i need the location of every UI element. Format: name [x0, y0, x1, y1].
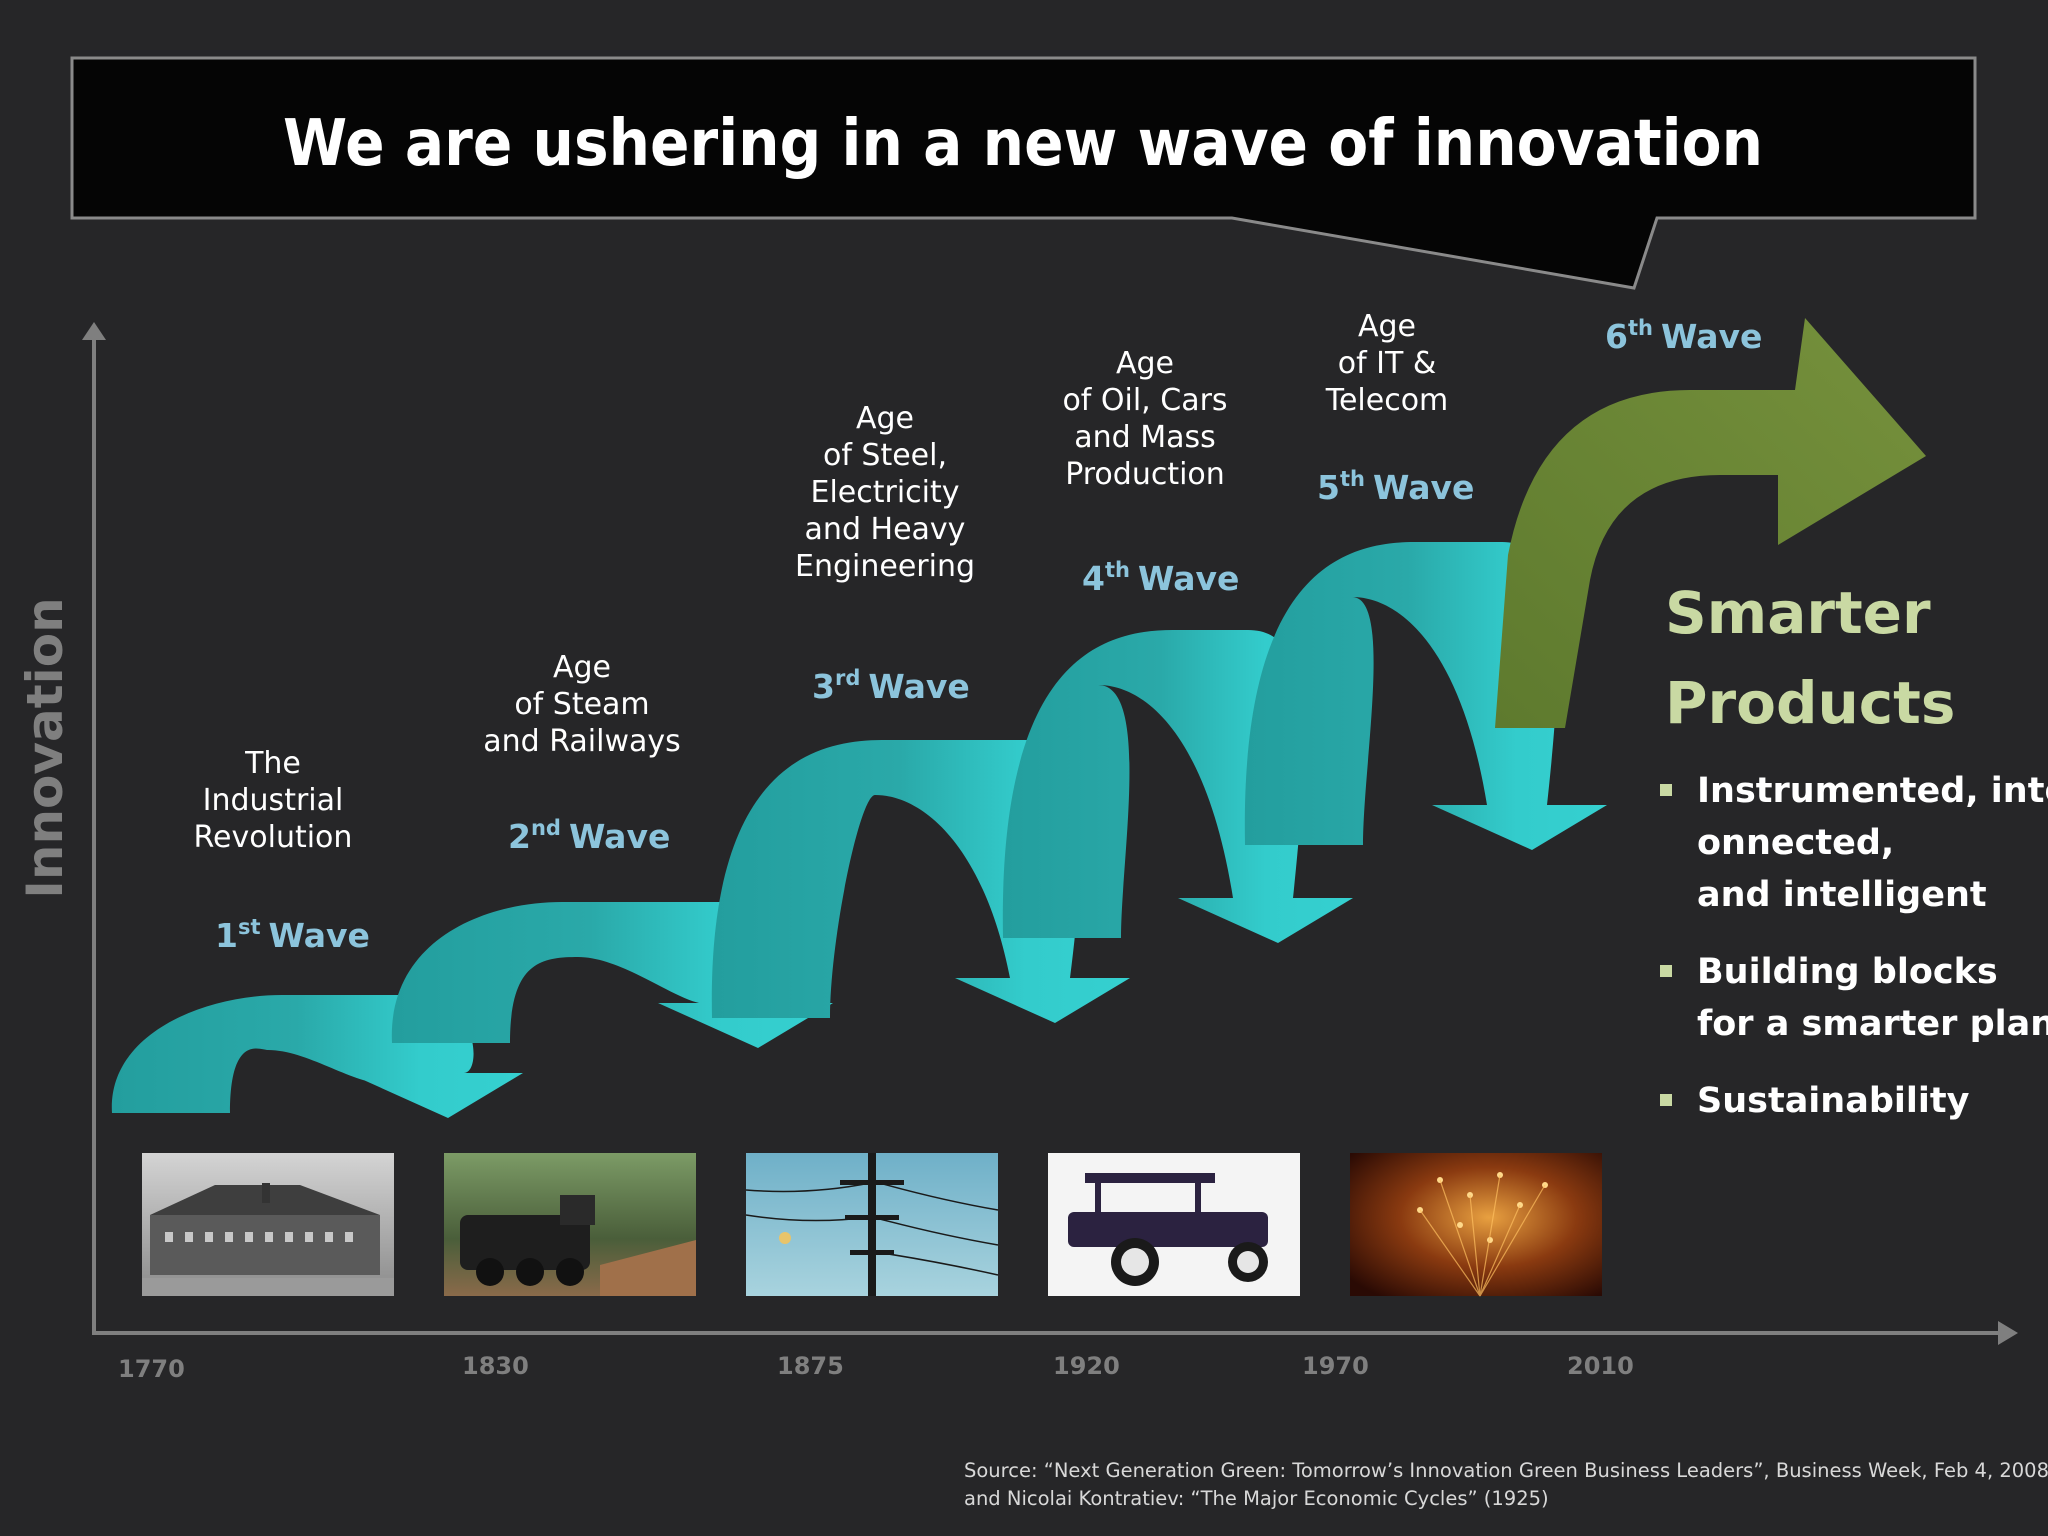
photo-power-lines	[745, 1153, 999, 1296]
wave-number: 3	[812, 667, 835, 706]
year-tick-label: 1875	[777, 1352, 844, 1380]
bullet-item-3: Sustainability	[1697, 1081, 1970, 1121]
era-label-5: Age of IT & Telecom	[1325, 309, 1449, 418]
era-label-line: of IT &	[1338, 346, 1437, 381]
photo-fiber-optics	[1350, 1153, 1602, 1297]
photo-model-t-car	[1048, 1153, 1300, 1296]
wave-label-3: 3rd Wave	[812, 666, 970, 706]
era-label-line: Age	[553, 650, 611, 685]
source-line-2: and Nicolai Kontratiev: “The Major Econo…	[964, 1487, 1549, 1510]
wave-word: Wave	[269, 916, 370, 955]
era-label-line: Age	[1116, 346, 1174, 381]
bullet-marker	[1660, 965, 1672, 977]
era-label-line: Age	[1358, 309, 1416, 344]
era-label-line: Electricity	[810, 475, 959, 510]
era-label-line: Production	[1065, 457, 1225, 492]
wave-word: Wave	[1138, 559, 1239, 598]
bullet-line: and intelligent	[1697, 875, 1987, 915]
wave-number: 1	[215, 916, 238, 955]
era-label-line: Telecom	[1325, 383, 1449, 418]
era-label-1: The Industrial Revolution	[194, 746, 353, 855]
era-label-line: of Oil, Cars	[1062, 383, 1227, 418]
era-label-3: Age of Steel, Electricity and Heavy Engineer…	[795, 401, 975, 584]
bullet-marker	[1660, 1094, 1672, 1106]
wave-number: 6	[1605, 317, 1628, 356]
wave-number: 2	[508, 817, 531, 856]
era-label-2: Age of Steam and Railways	[483, 650, 681, 759]
bullet-marker	[1660, 784, 1672, 796]
era-label-line: Industrial	[203, 783, 344, 818]
bullet-item-2: Building blocks for a smarter planet	[1697, 952, 2048, 1044]
year-tick-label: 2010	[1567, 1352, 1634, 1380]
wave-word: Wave	[868, 667, 969, 706]
smarter-products: Smarter Products Instrumented, interc onn…	[1660, 579, 2048, 1121]
bullet-line: for a smarter planet	[1697, 1004, 2048, 1044]
bullet-item-1: Instrumented, interc onnected, and intelli…	[1697, 771, 2048, 915]
era-label-line: Age	[856, 401, 914, 436]
era-label-line: Engineering	[795, 549, 975, 584]
wave-label-2: 2nd Wave	[508, 816, 670, 856]
era-label-line: The	[244, 746, 301, 781]
smarter-products-bullets: Instrumented, interc onnected, and intelli…	[1660, 771, 2048, 1121]
era-label-4: Age of Oil, Cars and Mass Production	[1062, 346, 1227, 492]
year-tick-label: 1770	[118, 1355, 185, 1383]
bullet-line: Building blocks	[1697, 952, 1998, 992]
wave-word: Wave	[1661, 317, 1762, 356]
wave-label-1: 1st Wave	[215, 915, 370, 955]
title-callout: We are ushering in a new wave of innovat…	[70, 56, 1977, 290]
era-label-line: of Steam	[514, 687, 649, 722]
wave-suffix: th	[1105, 558, 1130, 582]
y-axis-arrowhead	[82, 322, 106, 340]
source-citation: Source: “Next Generation Green: Tomorrow…	[964, 1459, 2048, 1510]
year-tick-label: 1830	[462, 1352, 529, 1380]
era-label-line: and Mass	[1074, 420, 1216, 455]
bullet-line: onnected,	[1697, 823, 1894, 863]
wave-suffix: th	[1628, 316, 1653, 340]
photo-steam-locomotive	[444, 1153, 696, 1296]
wave-suffix: th	[1340, 467, 1365, 491]
wave-label-6: 6th Wave	[1605, 316, 1762, 356]
photo-industrial-factory	[142, 1153, 394, 1296]
year-tick-label: 1970	[1302, 1352, 1369, 1380]
wave-word: Wave	[569, 817, 670, 856]
x-axis-arrowhead	[1998, 1321, 2018, 1345]
source-line-1: Source: “Next Generation Green: Tomorrow…	[964, 1459, 2048, 1482]
era-label-line: and Railways	[483, 724, 681, 759]
bullet-line: Sustainability	[1697, 1081, 1970, 1121]
era-label-line: Revolution	[194, 820, 353, 855]
page-title: We are ushering in a new wave of innovat…	[283, 107, 1763, 181]
wave-label-4: 4th Wave	[1082, 558, 1239, 598]
wave-suffix: st	[238, 915, 261, 939]
y-axis-label: Innovation	[16, 597, 74, 898]
era-photos	[142, 1153, 1602, 1297]
wave-suffix: nd	[531, 816, 561, 840]
era-label-line: and Heavy	[805, 512, 966, 547]
title-callout-shape	[70, 56, 1977, 290]
wave-word: Wave	[1373, 468, 1474, 507]
bullet-line: Instrumented, interc	[1697, 771, 2048, 811]
wave-label-5: 5th Wave	[1317, 467, 1474, 507]
era-label-line: of Steel,	[823, 438, 947, 473]
wave-number: 4	[1082, 559, 1105, 598]
x-axis-tick-labels: 1770 1830 1875 1920 1970 2010	[118, 1352, 1634, 1383]
smarter-products-heading-line-1: Smarter	[1665, 579, 1931, 647]
smarter-products-heading-line-2: Products	[1665, 669, 1955, 737]
sixth-wave-arrow	[1495, 318, 1926, 728]
wave-number: 5	[1317, 468, 1340, 507]
wave-suffix: rd	[835, 666, 860, 690]
year-tick-label: 1920	[1053, 1352, 1120, 1380]
axes: Innovation 1770 1830 1875 1920 1970 2010	[16, 322, 2018, 1383]
